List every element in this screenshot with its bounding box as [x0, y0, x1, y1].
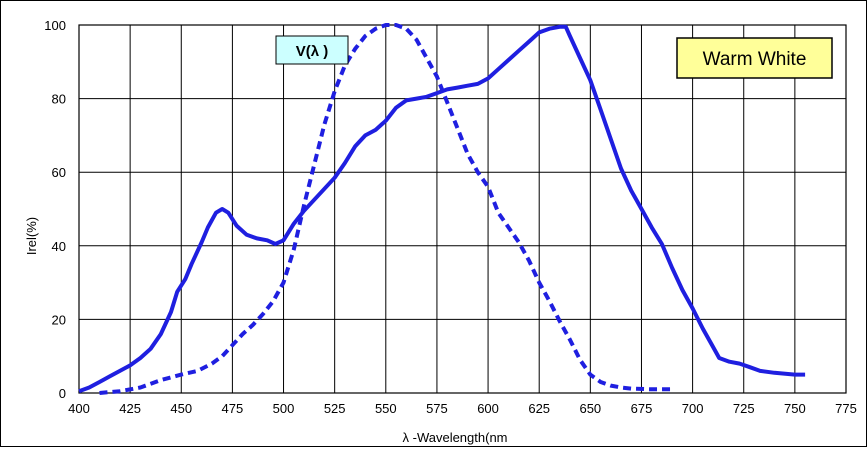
x-tick-label: 675 [631, 401, 653, 416]
x-tick-label: 550 [375, 401, 397, 416]
axis-layer: 400 425 450 475 500 525 550 575 600 625 650 675 700 7… [44, 18, 857, 416]
x-tick-label: 425 [119, 401, 141, 416]
v-lambda-label-box [275, 35, 349, 65]
x-tick-label: 475 [222, 401, 244, 416]
x-tick-label: 575 [426, 401, 448, 416]
plot-border [78, 24, 847, 394]
x-axis-label: λ -Wavelength(nm [403, 430, 508, 445]
y-tick-label: 60 [52, 165, 66, 180]
x-tick-label: 500 [273, 401, 295, 416]
x-tick-label: 725 [733, 401, 755, 416]
series-layer [78, 23, 806, 395]
legend-box-text: Warm White [703, 49, 807, 70]
v-lambda-label-text: V(λ ) [296, 43, 329, 60]
y-tick-label: 100 [44, 18, 66, 33]
legend-box-bg [676, 37, 833, 79]
series-line-warm-white [78, 24, 806, 394]
x-tick-label: 750 [784, 401, 806, 416]
x-tick-label: 400 [68, 401, 90, 416]
x-tick-label: 700 [682, 401, 704, 416]
y-axis-label: Irel(%) [24, 217, 39, 255]
v-lambda-label: V(λ ) [275, 35, 349, 65]
x-tick-label: 525 [324, 401, 346, 416]
y-tick-label: 80 [52, 92, 66, 107]
x-tick-label: 600 [477, 401, 499, 416]
y-tick-label: 40 [52, 239, 66, 254]
x-tick-label: 650 [579, 401, 601, 416]
grid-layer [78, 24, 847, 394]
x-tick-label: 625 [528, 401, 550, 416]
x-tick-label: 450 [170, 401, 192, 416]
y-tick-label: 0 [59, 386, 66, 401]
series-line-v-lambda [99, 23, 673, 395]
x-tick-label: 775 [835, 401, 857, 416]
legend-box: Warm White [676, 37, 833, 79]
y-tick-label: 20 [52, 312, 66, 327]
